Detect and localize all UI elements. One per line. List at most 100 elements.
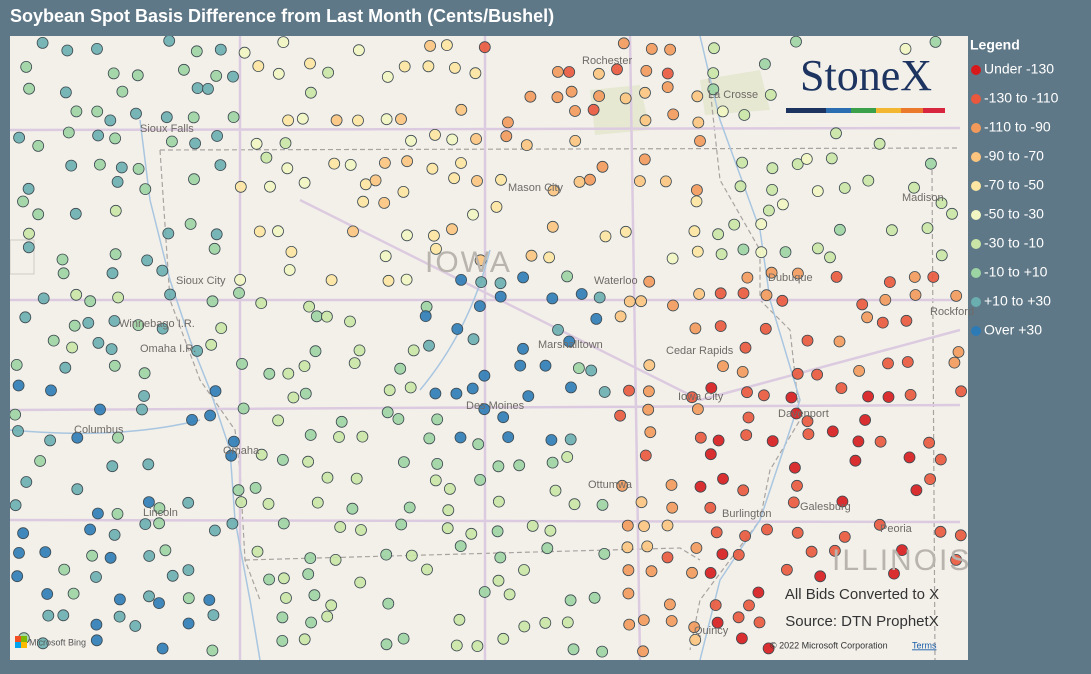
bid-dot [737,243,750,256]
bid-dot [276,611,289,624]
bid-dot [45,384,57,397]
bid-dot [422,60,435,73]
bid-dot [71,431,84,444]
bid-dot [588,591,601,604]
bid-dot [585,364,598,377]
bid-dot [405,549,418,562]
bid-dot [565,381,577,394]
bid-dot [441,522,454,535]
bid-dot [186,413,198,426]
bid-dot [450,639,463,652]
bid-dot [309,345,322,358]
bid-dot [37,637,49,650]
bid-dot [69,207,82,220]
bid-dot [454,431,467,444]
bid-dot [873,137,886,150]
bid-dot [622,564,635,577]
bid-dot [474,254,487,267]
bid-dot [543,251,555,264]
bid-dot [950,554,962,566]
bid-dot [759,322,772,335]
city-label: Columbus [74,424,124,436]
bid-dot [113,610,126,623]
bid-dot [716,548,729,560]
bid-dot [518,564,530,576]
bid-dot [593,291,606,304]
note: All Bids Converted to X [785,586,939,603]
bid-dot [346,502,359,515]
bid-dot [561,616,574,629]
bid-dot [552,323,564,336]
bid-dot [853,364,865,377]
bid-dot [569,105,581,117]
bid-dot [355,524,367,536]
bid-dot [665,479,678,491]
bid-dot [694,431,707,444]
bid-dot [138,367,151,380]
bid-dot [236,357,248,370]
bid-dot [210,70,223,82]
bid-dot [614,409,626,422]
bid-dot [165,135,178,148]
logo-bar [786,108,945,113]
bid-dot [380,548,393,561]
bid-dot [430,242,442,255]
bid-dot [791,367,804,380]
bid-dot [665,615,678,627]
bid-dot [838,531,851,543]
bid-dot [766,162,779,175]
bid-dot [283,264,296,276]
bid-dot [68,319,81,332]
bid-dot [825,152,838,165]
bid-dot [715,248,728,261]
bid-dot [282,114,295,127]
bid-dot [787,496,800,509]
bid-dot [946,207,958,220]
bid-dot [564,594,577,607]
bid-dot [814,570,827,583]
bid-dot [492,495,505,508]
bid-dot [598,548,611,560]
bid-dot [398,60,411,73]
legend-swatch [971,210,981,220]
bid-dot [453,613,466,626]
bid-dot [836,495,849,508]
city-label: Galesburg [800,501,851,513]
bid-dot [689,322,702,335]
bid-dot [57,267,70,280]
bid-dot [304,57,316,70]
bid-dot [661,67,674,80]
bid-dot [132,319,145,332]
bid-dot [623,618,636,631]
bid-dot [876,316,889,329]
city-label: Madison [902,192,944,204]
bid-dot [929,36,942,48]
bid-dot [62,126,75,139]
bid-dot [541,542,554,555]
bid-dot [263,573,276,586]
bid-dot [250,137,263,150]
bid-dot [637,645,649,658]
bid-dot [251,545,264,558]
bid-dot [908,181,920,194]
bid-dot [379,250,392,263]
bid-dot [873,518,886,531]
bid-dot [661,551,674,564]
bid-dot [935,197,948,210]
bid-dot [188,173,200,186]
bid-dot [666,252,679,265]
bid-dot [255,297,268,310]
bid-dot [44,434,56,447]
bid-dot [260,151,273,164]
bid-dot [19,311,32,324]
legend-swatch [971,65,981,75]
bid-dot [56,253,69,266]
bid-dot [334,521,347,533]
terms-link[interactable]: Terms [912,640,937,650]
bid-dot [138,390,150,402]
bid-dot [159,544,172,557]
bid-dot [852,435,865,448]
bid-dot [741,271,754,284]
bid-dot [66,341,78,354]
